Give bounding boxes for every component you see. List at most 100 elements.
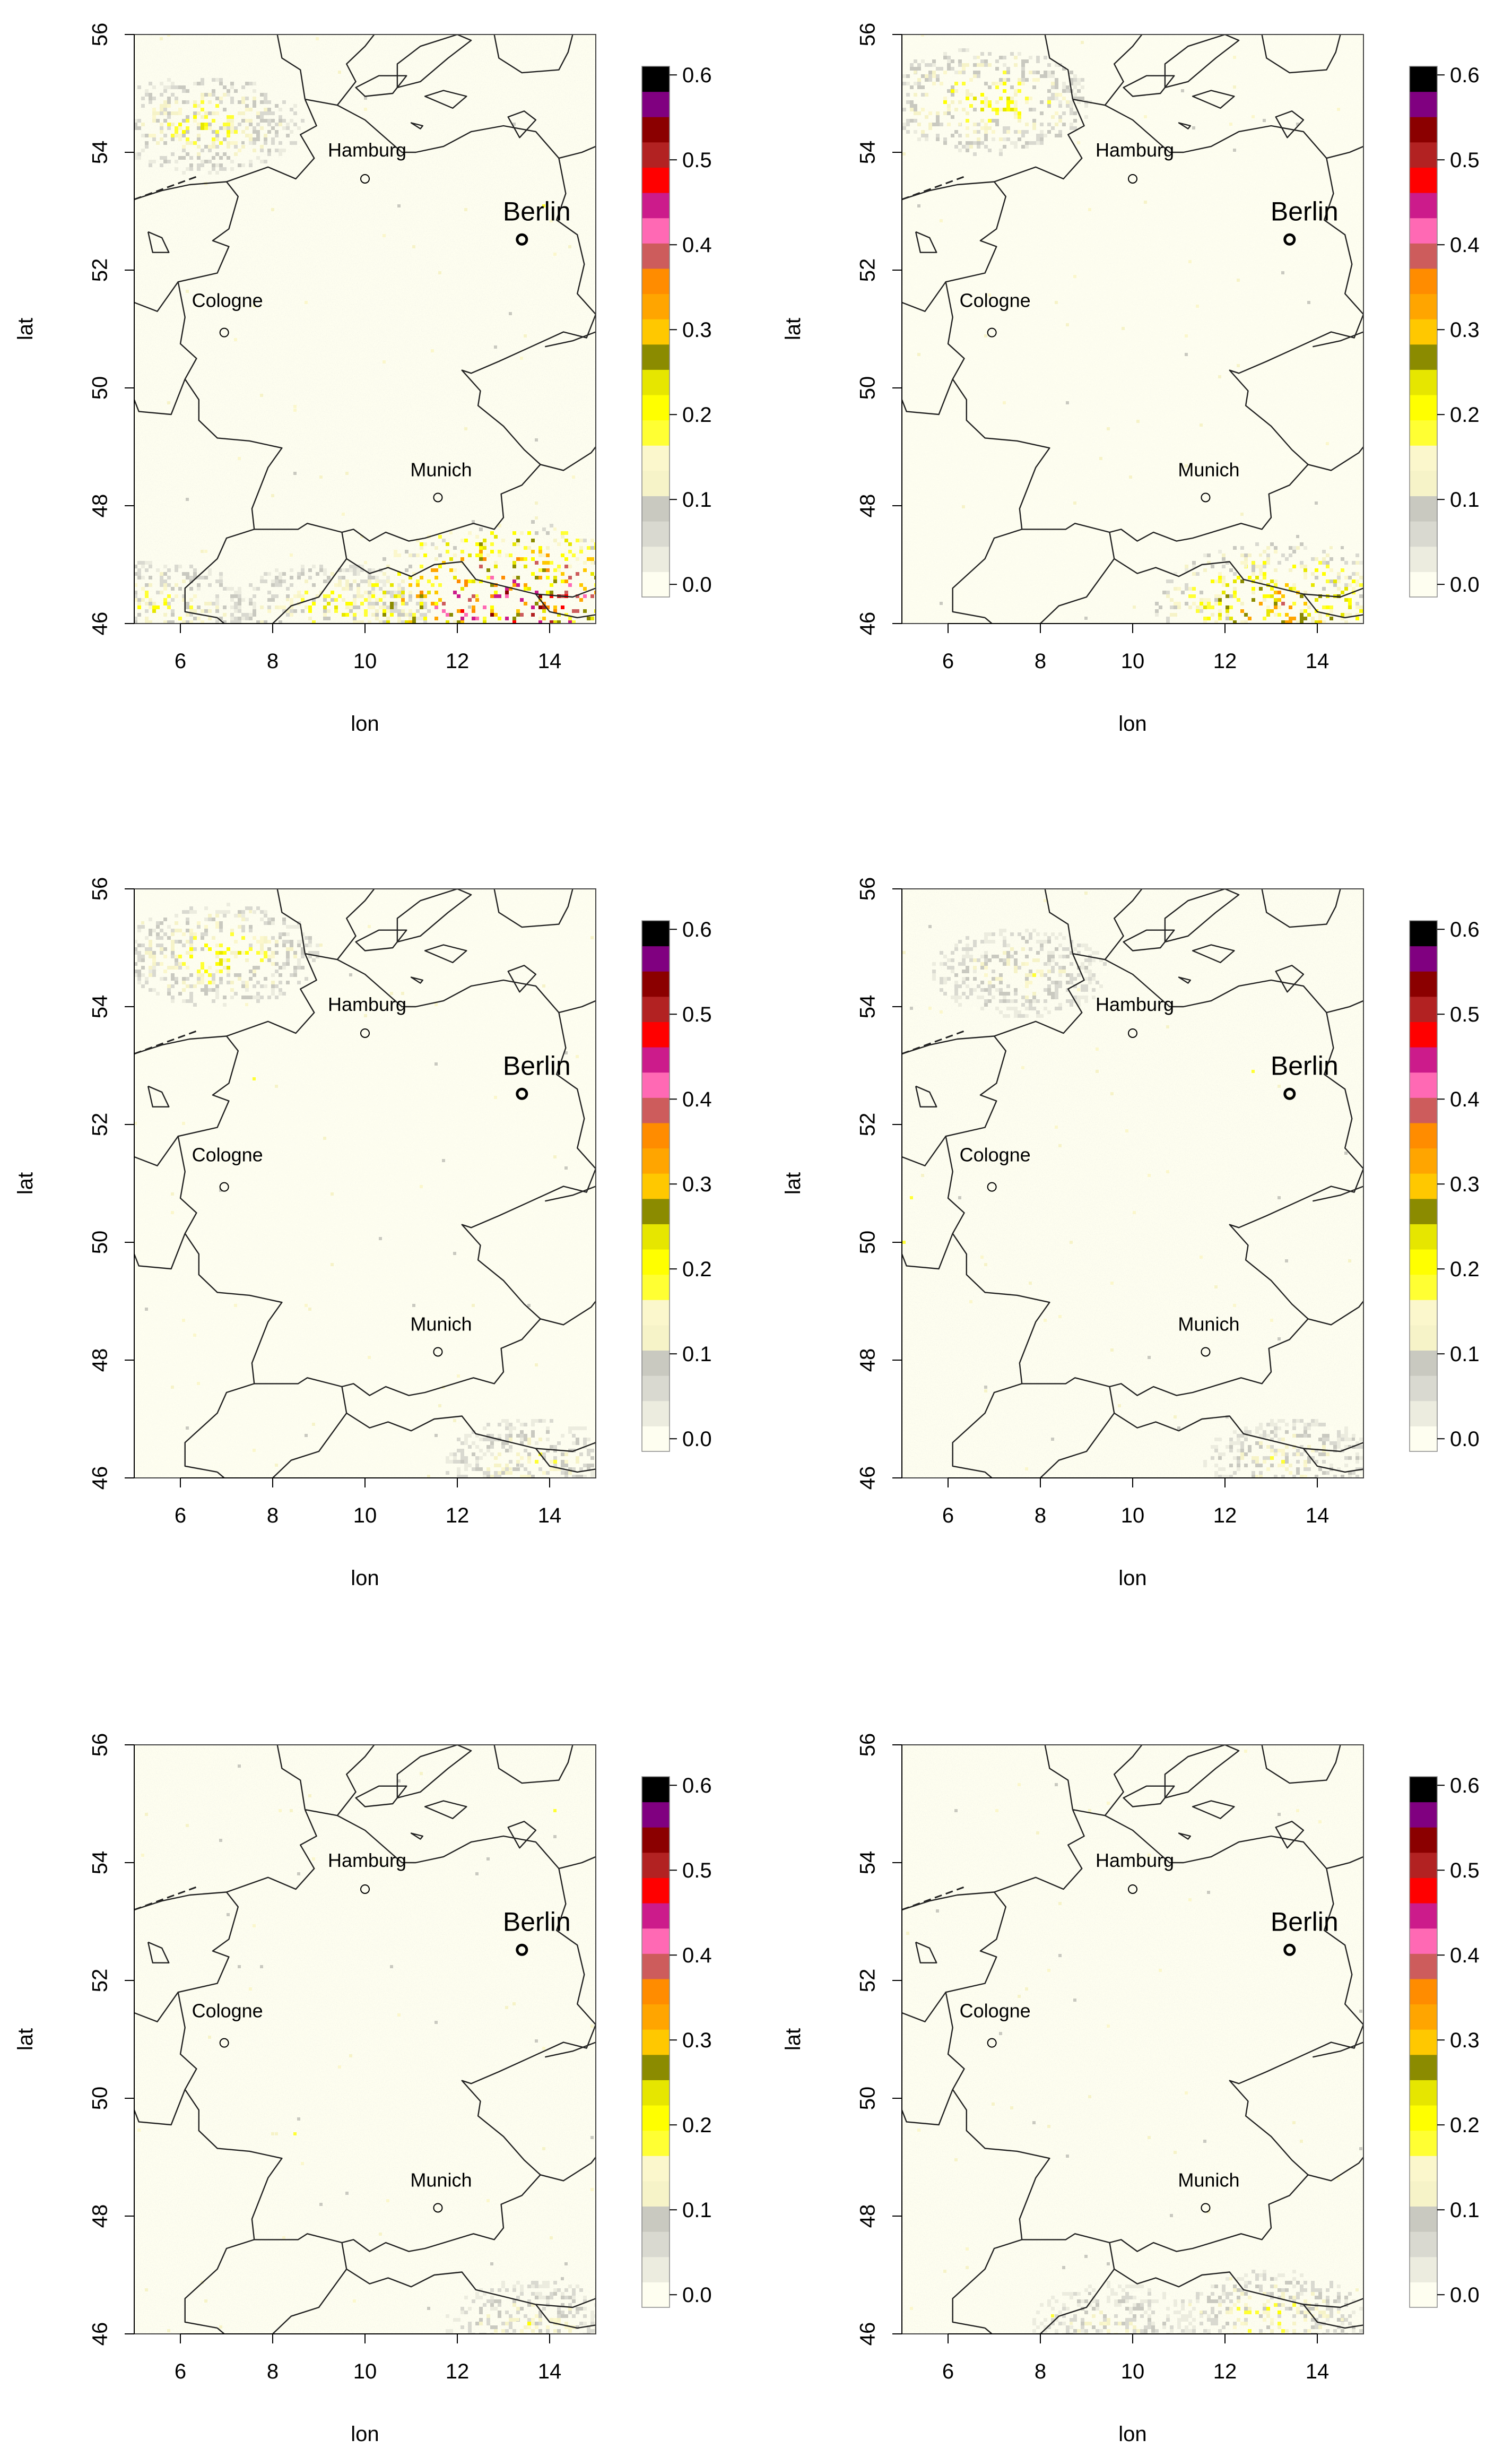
- hotspot-pixel: [1029, 932, 1032, 936]
- hotspot-pixel: [1036, 951, 1040, 955]
- hotspot-pixel: [1266, 553, 1270, 557]
- hotspot-pixel: [319, 635, 323, 639]
- hotspot-pixel: [494, 613, 498, 617]
- hotspot-pixel: [1032, 123, 1036, 126]
- scatter-pixel: [186, 1426, 189, 1430]
- scatter-pixel: [1188, 260, 1192, 263]
- hotspot-pixel: [1014, 958, 1018, 962]
- hotspot-pixel: [962, 67, 966, 71]
- scatter-pixel: [1329, 546, 1333, 549]
- hotspot-pixel: [189, 605, 193, 609]
- hotspot-pixel: [988, 992, 992, 996]
- hotspot-pixel: [995, 119, 999, 123]
- hotspot-pixel: [275, 962, 279, 966]
- hotspot-pixel: [178, 137, 182, 141]
- hotspot-pixel: [1378, 643, 1381, 646]
- hotspot-pixel: [126, 579, 130, 583]
- hotspot-pixel: [416, 553, 420, 557]
- hotspot-pixel: [564, 635, 568, 639]
- scatter-pixel: [1144, 201, 1147, 204]
- hotspot-pixel: [134, 152, 137, 156]
- hotspot-pixel: [238, 977, 241, 981]
- hotspot-cluster: [1155, 542, 1381, 646]
- hotspot-pixel: [182, 962, 186, 966]
- hotspot-pixel: [888, 104, 891, 108]
- hotspot-pixel: [490, 594, 494, 598]
- hotspot-pixel: [891, 100, 895, 104]
- hotspot-pixel: [264, 984, 267, 988]
- hotspot-pixel: [286, 955, 290, 958]
- hotspot-pixel: [223, 152, 227, 156]
- hotspot-pixel: [189, 992, 193, 996]
- hotspot-pixel: [134, 123, 137, 126]
- hotspot-pixel: [1229, 605, 1233, 609]
- hotspot-pixel: [163, 613, 167, 617]
- hotspot-pixel: [141, 134, 145, 137]
- hotspot-pixel: [568, 1467, 572, 1471]
- hotspot-pixel: [71, 613, 74, 617]
- hotspot-pixel: [123, 565, 126, 568]
- hotspot-pixel: [375, 598, 379, 602]
- scatter-pixel: [516, 1464, 519, 1467]
- hotspot-pixel: [642, 650, 646, 654]
- hotspot-pixel: [995, 111, 999, 115]
- hotspot-pixel: [583, 561, 587, 565]
- hotspot-pixel: [353, 579, 357, 583]
- hotspot-pixel: [171, 940, 175, 944]
- hotspot-pixel: [375, 609, 379, 613]
- hotspot-pixel: [1329, 617, 1333, 620]
- hotspot-pixel: [360, 620, 364, 624]
- hotspot-pixel: [498, 617, 501, 620]
- island-outline: [424, 944, 467, 963]
- hotspot-pixel: [338, 568, 342, 572]
- hotspot-pixel: [123, 594, 126, 598]
- colorbar-swatch: [642, 1224, 670, 1250]
- hotspot-pixel: [917, 85, 921, 89]
- scatter-pixel: [323, 613, 326, 616]
- hotspot-pixel: [223, 613, 227, 617]
- hotspot-pixel: [357, 605, 360, 609]
- hotspot-pixel: [1003, 958, 1006, 962]
- hotspot-pixel: [564, 579, 568, 583]
- hotspot-pixel: [576, 646, 579, 650]
- hotspot-pixel: [1355, 643, 1359, 646]
- hotspot-pixel: [947, 63, 951, 67]
- hotspot-pixel: [260, 620, 264, 624]
- hotspot-pixel: [253, 966, 256, 970]
- hotspot-pixel: [520, 665, 524, 669]
- hotspot-pixel: [186, 951, 189, 955]
- hotspot-pixel: [264, 921, 267, 925]
- hotspot-pixel: [130, 940, 134, 944]
- map-area: [888, 34, 1381, 646]
- colorbar-swatch: [642, 971, 670, 997]
- hotspot-pixel: [279, 141, 282, 145]
- hotspot-pixel: [1018, 932, 1021, 936]
- hotspot-pixel: [267, 591, 271, 594]
- hotspot-pixel: [553, 579, 557, 583]
- hotspot-pixel: [951, 67, 954, 71]
- hotspot-pixel: [587, 1449, 590, 1452]
- hotspot-pixel: [460, 1475, 464, 1478]
- hotspot-pixel: [123, 97, 126, 100]
- scatter-pixel: [279, 936, 282, 939]
- hotspot-pixel: [271, 141, 275, 145]
- island-outline: [507, 965, 537, 993]
- hotspot-pixel: [538, 1467, 542, 1471]
- hotspot-pixel: [1248, 576, 1252, 579]
- hotspot-pixel: [420, 594, 423, 598]
- hotspot-pixel: [137, 561, 141, 565]
- hotspot-pixel: [264, 643, 267, 646]
- hotspot-pixel: [193, 609, 197, 613]
- hotspot-pixel: [576, 1426, 579, 1430]
- hotspot-pixel: [1081, 97, 1084, 100]
- hotspot-pixel: [1032, 78, 1036, 82]
- hotspot-pixel: [490, 680, 494, 684]
- hotspot-pixel: [505, 1482, 509, 1486]
- hotspot-pixel: [486, 650, 490, 654]
- hotspot-pixel: [130, 936, 134, 940]
- colorbar-swatch: [1410, 66, 1437, 92]
- hotspot-pixel: [293, 925, 297, 929]
- hotspot-pixel: [472, 605, 475, 609]
- hotspot-pixel: [995, 108, 999, 111]
- hotspot-pixel: [167, 78, 171, 82]
